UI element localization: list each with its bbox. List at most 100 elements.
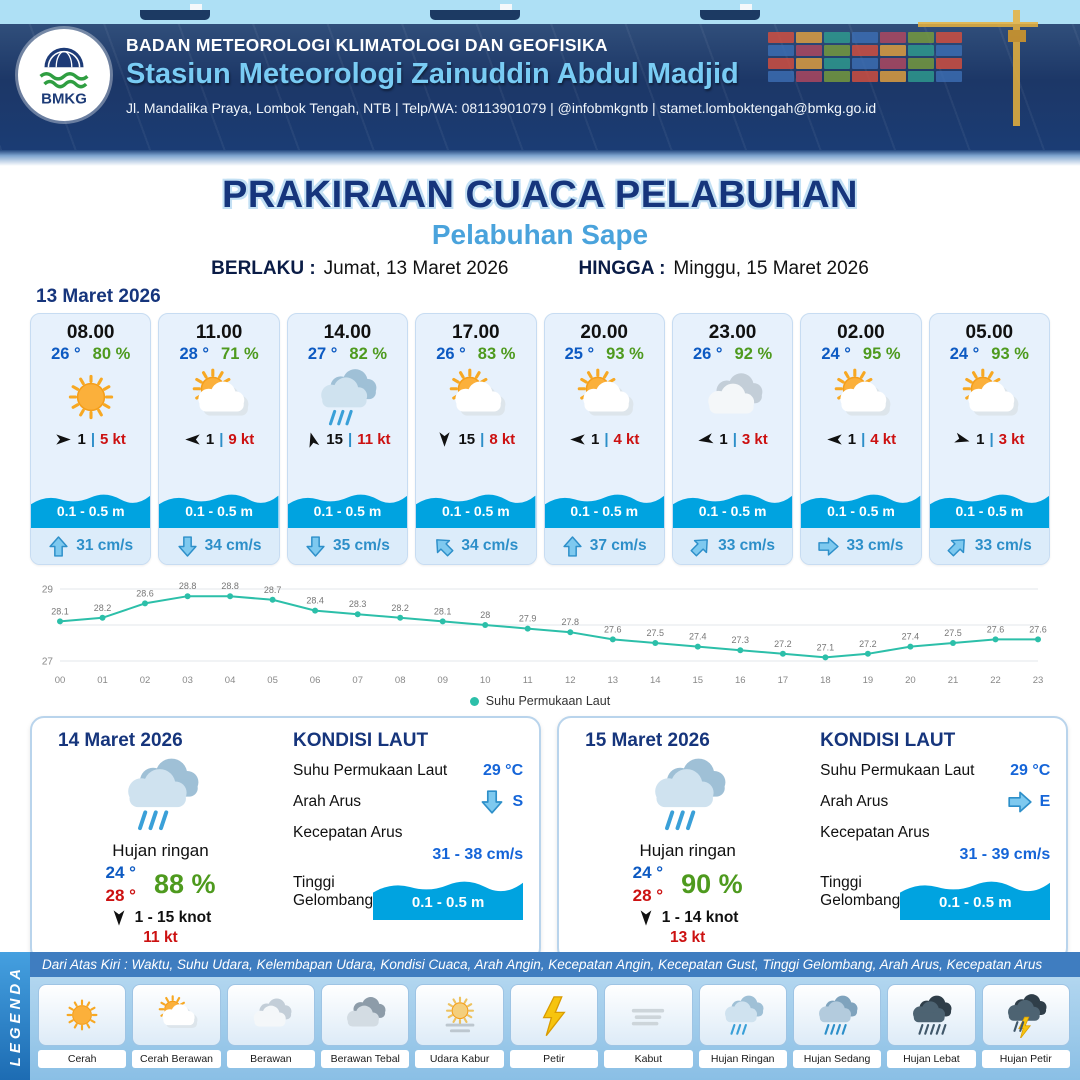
current-row: 33 cm/s [672, 528, 793, 564]
wind-separator: | [861, 431, 866, 448]
current-speed-value: 31 - 39 cm/s [959, 846, 1051, 863]
forecast-time: 02.00 [837, 322, 885, 343]
daily-summary: 15 Maret 2026 Hujan ringan 24 ° 28 ° 90 … [575, 730, 800, 948]
wind-separator: | [480, 431, 485, 448]
wave-height-value: 0.1 - 0.5 m [313, 503, 382, 519]
current-direction-icon [305, 535, 326, 557]
current-direction-text: S [512, 793, 524, 810]
svg-text:00: 00 [55, 675, 66, 686]
svg-text:02: 02 [140, 675, 151, 686]
wind-speed-value: 1 [77, 431, 86, 448]
weather-icon-cerah-berawan [828, 364, 894, 430]
wind-direction-icon [436, 431, 453, 448]
wind-separator: | [219, 431, 224, 448]
air-temperature: 26 ° [51, 345, 81, 363]
wave-height-band: 0.1 - 0.5 m [929, 488, 1049, 528]
container-stack-illustration [768, 32, 962, 84]
weather-icon-hujan-lebat [887, 984, 976, 1046]
current-row: 35 cm/s [287, 528, 408, 564]
forecast-card: 20.00 25 ° 93 % 1 | 4 kt 0.1 - 0.5 m 37 … [543, 313, 665, 565]
wave-height-band: 0.1 - 0.5 m [159, 488, 279, 528]
legend-item-berawan: Berawan [226, 984, 316, 1068]
current-speed-value: 37 cm/s [589, 537, 647, 554]
svg-text:27.8: 27.8 [562, 617, 580, 627]
weather-icon-cerah-berawan [186, 364, 252, 430]
wave-height-value: 0.1 - 0.5 m [939, 894, 1012, 911]
page-title: PRAKIRAAN CUACA PELABUHAN [222, 174, 858, 216]
weather-icon-petir [509, 984, 599, 1046]
wind-gust-value: 3 kt [741, 431, 768, 448]
ship-illustration [430, 4, 520, 20]
hourly-forecast-row: 08.00 26 ° 80 % 1 | 5 kt 0.1 - 0.5 m 31 … [0, 308, 1080, 565]
temp-min: 24 ° [632, 863, 664, 882]
humidity: 83 % [477, 345, 516, 363]
svg-text:27.4: 27.4 [689, 632, 707, 642]
forecast-time: 20.00 [580, 322, 628, 343]
svg-text:13: 13 [608, 675, 619, 686]
wind-separator: | [90, 431, 96, 448]
sea-conditions-title: KONDISI LAUT [820, 730, 956, 751]
svg-text:28.4: 28.4 [306, 596, 324, 606]
current-direction-icon [562, 535, 583, 557]
wind-gust-value: 4 kt [870, 431, 897, 448]
svg-text:27.5: 27.5 [944, 628, 962, 638]
temp-humidity-row: 28 ° 71 % [179, 345, 258, 364]
weather-icon-berawan [226, 984, 316, 1046]
svg-text:27.4: 27.4 [902, 632, 920, 642]
current-direction-icon [177, 535, 198, 557]
legend-label: Hujan Lebat [887, 1050, 976, 1068]
forecast-card: 02.00 24 ° 95 % 1 | 4 kt 0.1 - 0.5 m 33 … [800, 313, 922, 565]
wave-height-label: Tinggi Gelombang [293, 874, 374, 909]
svg-text:28.8: 28.8 [221, 581, 239, 591]
weather-icon-hujan-petir [981, 984, 1070, 1046]
svg-text:15: 15 [693, 675, 704, 686]
current-speed-row: Kecepatan Arus 31 - 39 cm/s [820, 824, 1050, 864]
ship-illustration [140, 4, 210, 20]
humidity: 93 % [606, 345, 644, 363]
wave-height-band: 0.1 - 0.5 m [672, 488, 793, 528]
legend-item-hujan-ringan: Hujan Ringan [698, 984, 787, 1068]
current-direction-text: E [1039, 793, 1051, 810]
wind-direction-icon [826, 431, 843, 448]
wave-height-value: 0.1 - 0.5 m [827, 503, 895, 519]
header-text: BADAN METEOROLOGI KLIMATOLOGI DAN GEOFIS… [126, 35, 876, 116]
weather-icon-cerah-berawan [956, 364, 1022, 430]
wave-height-row: Tinggi Gelombang 0.1 - 0.5 m [820, 874, 1051, 920]
legend-label: Hujan Ringan [698, 1050, 787, 1068]
temp-humidity-block: 24 ° 28 ° 88 % [106, 863, 216, 906]
air-temperature: 27 ° [307, 345, 338, 363]
svg-text:10: 10 [480, 675, 491, 686]
wave-height-value: 0.1 - 0.5 m [411, 894, 485, 911]
weather-icon-cerah-berawan [443, 364, 509, 430]
wave-height-value: 0.1 - 0.5 m [698, 503, 767, 519]
sst-row: Suhu Permukaan Laut 29 °C [293, 762, 523, 780]
wave-height-value: 0.1 - 0.5 m [441, 503, 510, 519]
svg-text:08: 08 [395, 675, 406, 686]
wind-gust-value: 8 kt [489, 431, 516, 448]
svg-text:03: 03 [182, 675, 193, 686]
legend-item-berawan-tebal: Berawan Tebal [321, 984, 410, 1068]
wind-separator: | [604, 431, 609, 448]
svg-text:27.2: 27.2 [774, 639, 792, 649]
wind-speed-value: 1 [205, 431, 215, 448]
current-direction-icon [48, 535, 69, 557]
svg-text:27.5: 27.5 [647, 628, 665, 638]
svg-text:28.1: 28.1 [51, 606, 69, 616]
wind-gust-value: 3 kt [998, 431, 1025, 448]
valid-from: BERLAKU : Jumat, 13 Maret 2026 [211, 258, 508, 280]
wind-speed-value: 1 [719, 431, 728, 448]
forecast-card: 05.00 24 ° 93 % 1 | 3 kt 0.1 - 0.5 m 33 … [928, 313, 1050, 565]
weather-icon-hujan-ringan [698, 984, 787, 1046]
sst-value: 29 °C [482, 762, 524, 779]
title-block: PRAKIRAAN CUACA PELABUHAN Pelabuhan Sape… [0, 166, 1080, 280]
sst-line-chart: 29 27 28.1 00 28.2 01 28.6 02 28.8 03 28.8 04 28.7 05… [42, 581, 1047, 686]
sst-chart-wrap: 29 27 28.1 00 28.2 01 28.6 02 28.8 03 28.8 04 28.7 05… [0, 565, 1080, 708]
weather-icon-hujan-ringan [119, 752, 203, 841]
port-name: Pelabuhan Sape [431, 219, 649, 250]
current-speed-label: Kecepatan Arus [293, 824, 403, 841]
legend-vertical-text: LEGENDA [6, 965, 24, 1067]
current-row: 33 cm/s [929, 528, 1049, 564]
humidity: 92 % [734, 345, 773, 363]
wind-row: 1 - 15 knot [110, 909, 211, 927]
